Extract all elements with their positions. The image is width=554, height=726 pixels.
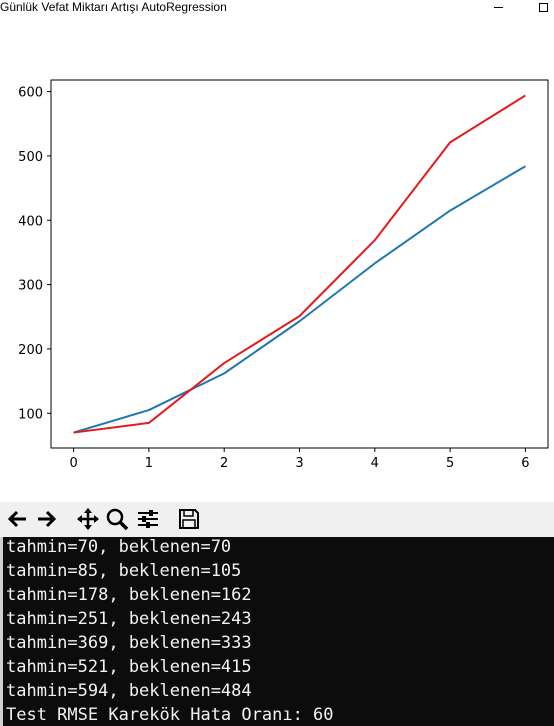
back-button[interactable]	[5, 506, 31, 532]
series-line-1	[73, 165, 526, 434]
y-tick-label: 100	[18, 407, 43, 422]
console-output: tahmin=70, beklenen=70 tahmin=85, beklen…	[0, 537, 554, 726]
x-tick-label: 6	[521, 456, 529, 471]
console-scroll-edge	[0, 537, 3, 726]
y-tick-label: 500	[18, 150, 43, 165]
save-button[interactable]	[176, 506, 202, 532]
console-line: Test RMSE Karekök Hata Oranı: 60	[6, 705, 334, 725]
save-floppy-icon	[179, 509, 199, 529]
configure-subplots-button[interactable]	[135, 506, 161, 532]
forward-button[interactable]	[33, 506, 59, 532]
back-arrow-icon	[7, 510, 26, 528]
console-line: tahmin=594, beklenen=484	[6, 681, 252, 701]
minimize-icon	[493, 6, 503, 8]
x-tick-label: 1	[145, 456, 153, 471]
y-tick-label: 600	[18, 86, 43, 101]
x-tick-label: 3	[295, 456, 303, 471]
line-chart: 0 1 2 3 4 5 6 100 200 300 400 500 600	[18, 79, 549, 471]
maximize-button[interactable]	[536, 0, 550, 14]
console-line: tahmin=85, beklenen=105	[6, 561, 242, 581]
y-tick-label: 200	[18, 343, 43, 358]
console-line: tahmin=369, beklenen=333	[6, 633, 252, 653]
zoom-magnifier-icon	[106, 508, 129, 531]
y-tick-label: 400	[18, 214, 43, 229]
navigation-toolbar	[0, 502, 554, 537]
console-line: tahmin=521, beklenen=415	[6, 657, 252, 677]
configure-subplots-icon	[138, 510, 158, 528]
pan-move-icon	[77, 508, 99, 530]
window-title: Günlük Vefat Miktarı Artışı AutoRegressi…	[0, 0, 227, 14]
zoom-button[interactable]	[104, 506, 130, 532]
series-line-2	[73, 94, 526, 434]
title-bar: Günlük Vefat Miktarı Artışı AutoRegressi…	[0, 0, 554, 16]
pan-button[interactable]	[75, 506, 101, 532]
minimize-button[interactable]	[491, 0, 505, 14]
console-line: tahmin=70, beklenen=70	[6, 537, 232, 557]
x-tick-label: 2	[220, 456, 228, 471]
maximize-icon	[538, 2, 548, 12]
x-tick-label: 5	[446, 456, 454, 471]
console-line: tahmin=178, beklenen=162	[6, 585, 252, 605]
x-tick-label: 0	[69, 456, 77, 471]
forward-arrow-icon	[38, 510, 57, 528]
x-tick-label: 4	[371, 456, 379, 471]
console-line: tahmin=251, beklenen=243	[6, 609, 252, 629]
figure-canvas: 0 1 2 3 4 5 6 100 200 300 400 500 600	[0, 16, 554, 502]
y-tick-label: 300	[18, 279, 43, 294]
plot-frame	[50, 79, 549, 449]
